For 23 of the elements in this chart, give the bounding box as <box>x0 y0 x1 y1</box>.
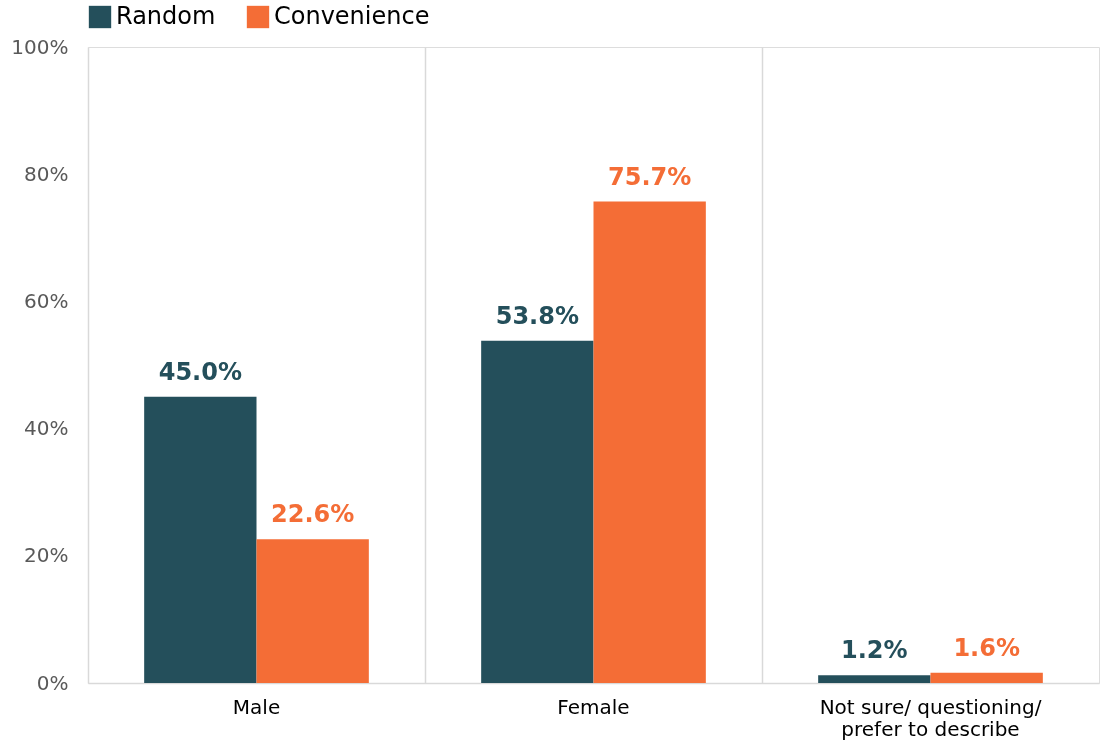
legend-label: Convenience <box>274 2 430 30</box>
bar <box>144 396 257 683</box>
y-tick-label: 60% <box>24 288 69 313</box>
y-tick-label: 20% <box>24 543 69 568</box>
y-tick-label: 40% <box>24 416 69 441</box>
bar <box>481 340 594 683</box>
data-label: 22.6% <box>271 500 355 529</box>
x-tick-label: Female <box>557 694 630 719</box>
data-label: 1.2% <box>841 636 908 665</box>
data-label: 53.8% <box>495 301 579 330</box>
bar <box>930 672 1043 683</box>
y-tick-label: 100% <box>11 34 69 59</box>
bar <box>818 675 931 683</box>
y-tick-label: 0% <box>36 670 69 695</box>
x-tick-label: Male <box>232 694 281 719</box>
x-tick-label: Not sure/ questioning/ prefer to describe <box>819 694 1042 741</box>
legend-label: Random <box>116 2 216 30</box>
bar <box>256 539 369 683</box>
data-label: 1.6% <box>953 633 1020 662</box>
bar <box>593 201 706 683</box>
data-label: 75.7% <box>608 162 692 191</box>
y-tick-label: 80% <box>24 161 69 186</box>
data-label: 45.0% <box>158 357 242 386</box>
